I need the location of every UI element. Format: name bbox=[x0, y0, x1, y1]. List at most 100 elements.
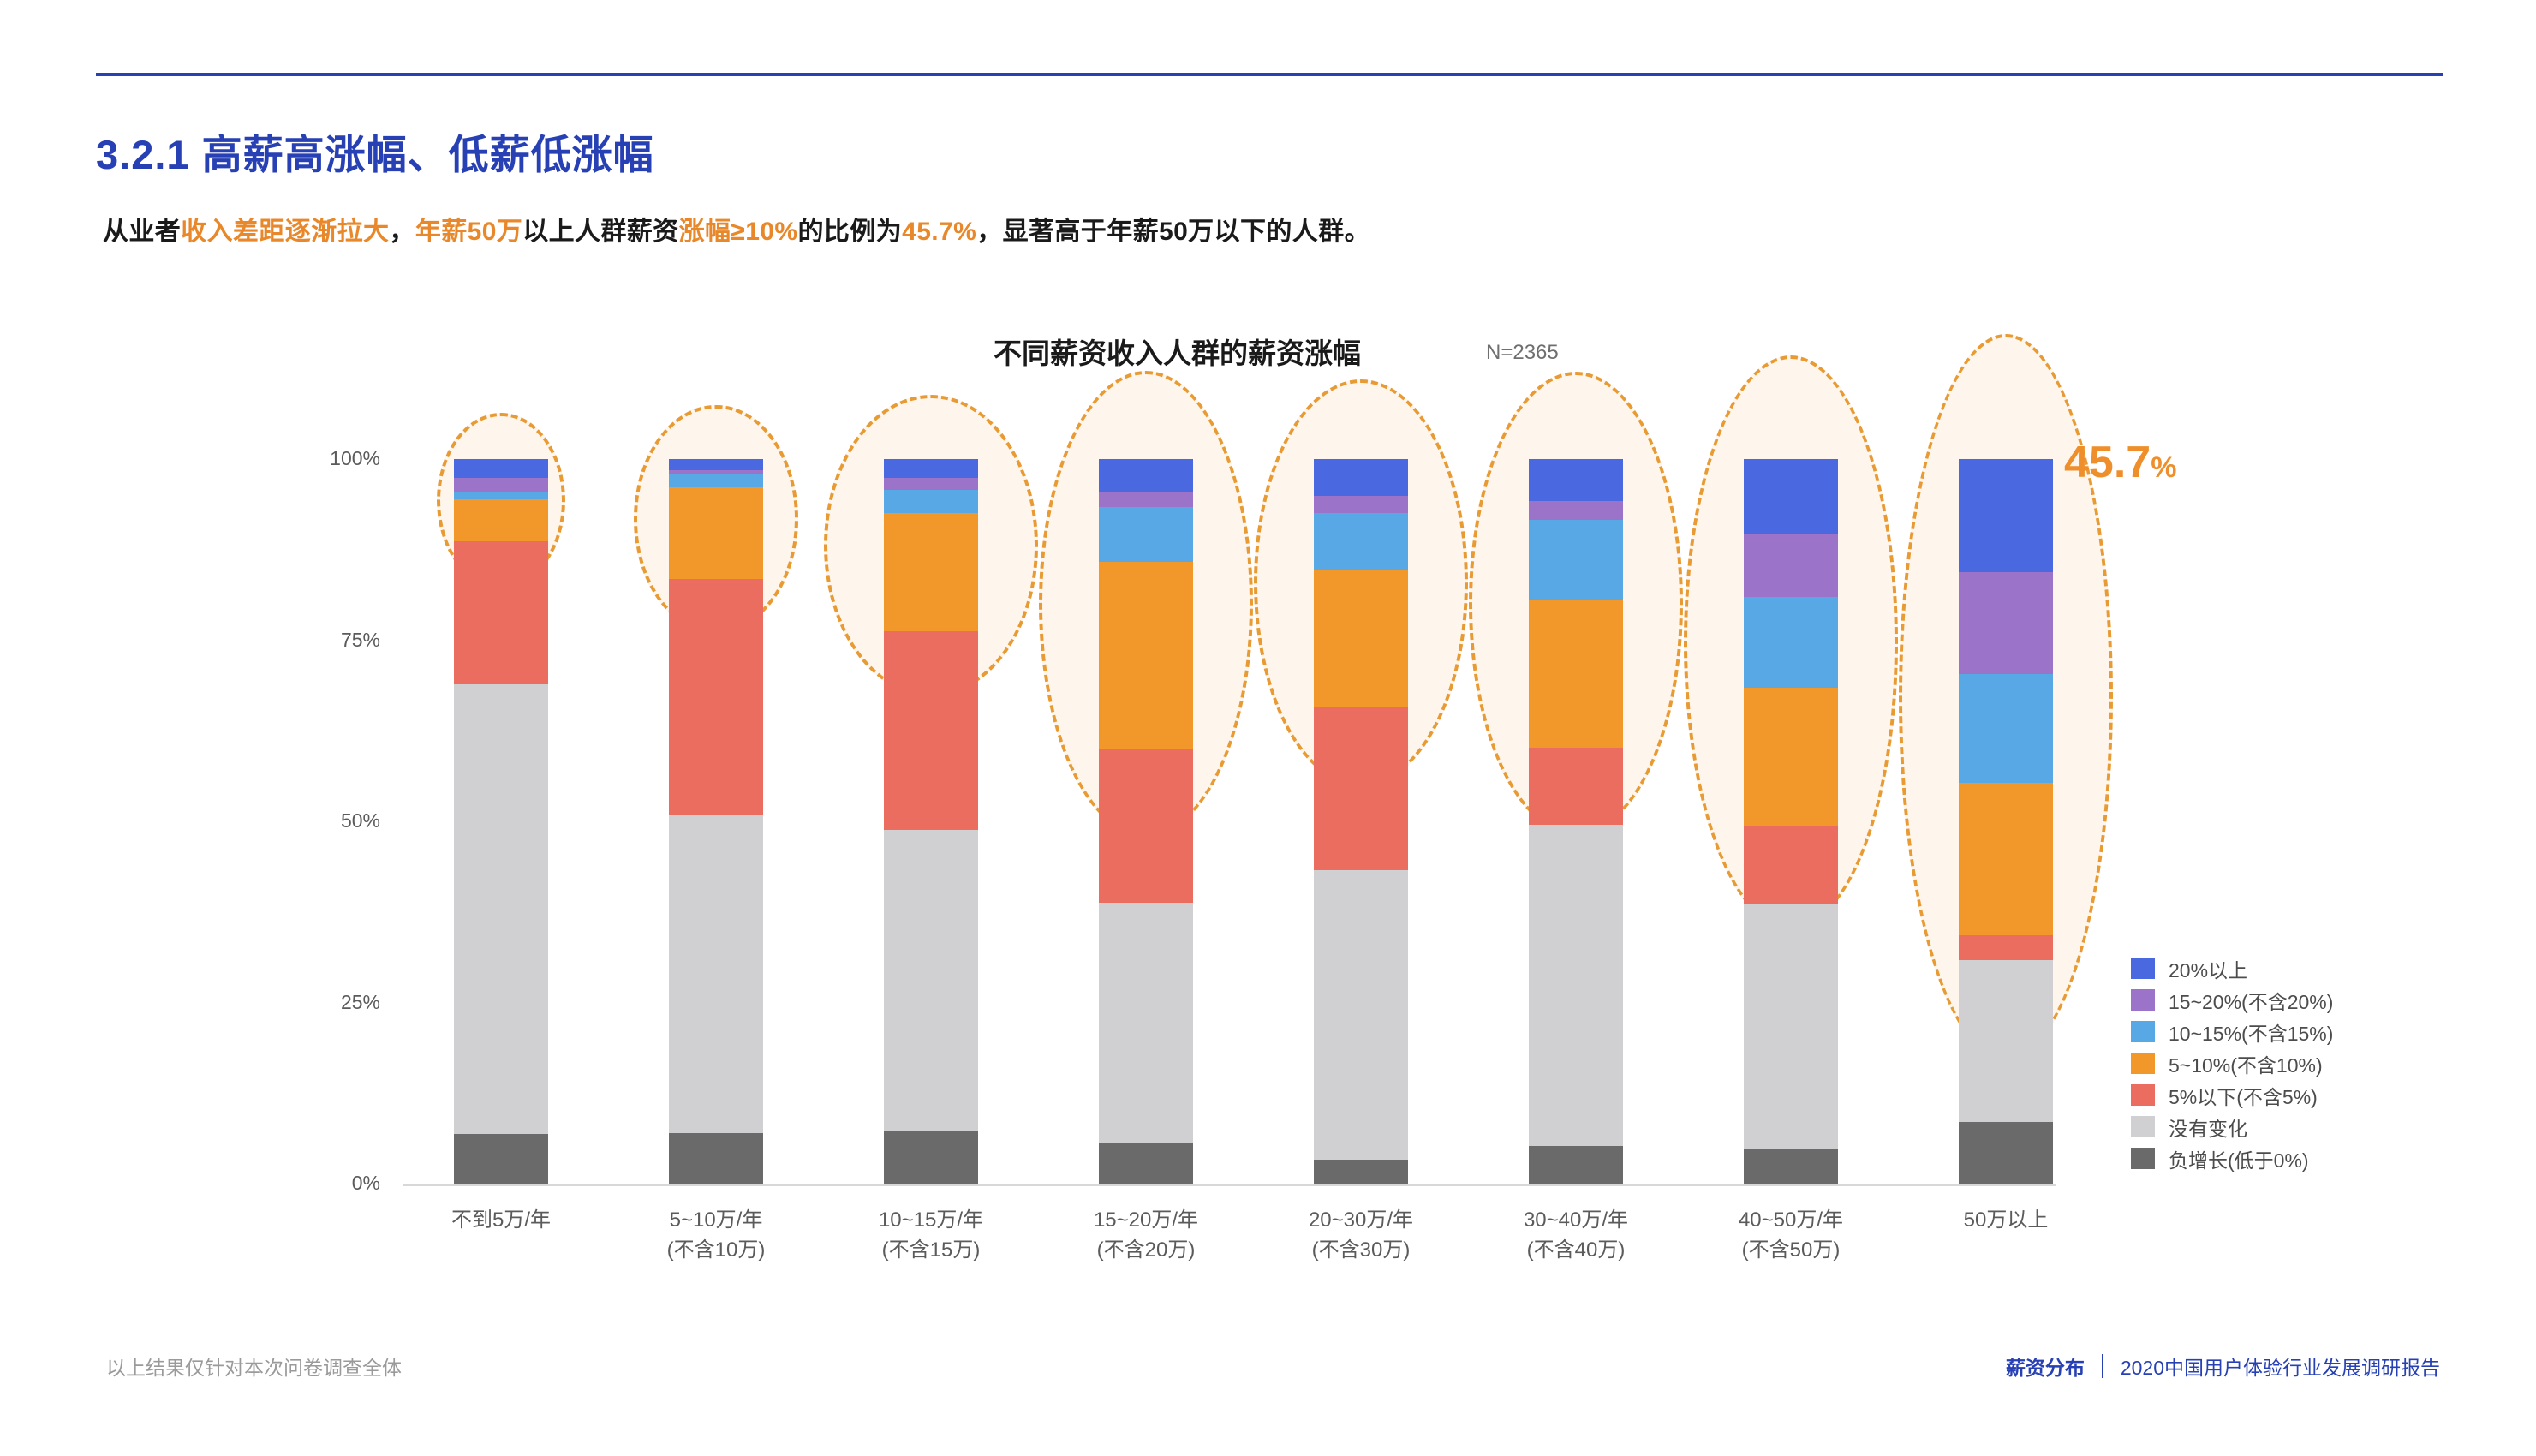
bar-segment bbox=[669, 469, 763, 474]
bar-segment bbox=[454, 499, 548, 542]
x-tick-label-line: 50万以上 bbox=[1963, 1208, 2049, 1232]
legend-item[interactable]: 10~15%(不含15%) bbox=[2131, 1016, 2333, 1047]
legend-item[interactable]: 5~10%(不含10%) bbox=[2131, 1047, 2333, 1079]
x-tick-label-line: (不含10万) bbox=[666, 1238, 766, 1262]
legend-item[interactable]: 负增长(低于0%) bbox=[2131, 1143, 2333, 1174]
bar-segment bbox=[1744, 534, 1838, 597]
footer-section-label: 薪资分布 bbox=[2005, 1357, 2085, 1379]
bar-segment bbox=[1529, 501, 1623, 521]
bar-segment bbox=[884, 1131, 978, 1184]
bar-segment bbox=[454, 459, 548, 478]
bar-segment bbox=[884, 489, 978, 514]
bar-segment bbox=[1099, 506, 1193, 563]
bar-segment bbox=[1529, 747, 1623, 826]
x-tick-label: 5~10万/年 (不含10万) bbox=[588, 1206, 844, 1266]
x-tick-label-line: (不含50万) bbox=[1741, 1238, 1841, 1262]
bar-segment bbox=[1744, 596, 1838, 689]
x-tick-label: 50万以上 bbox=[1877, 1206, 2134, 1236]
chart-legend: 20%以上 15~20%(不含20%) 10~15%(不含15%) 5~10%(不含1… bbox=[2131, 952, 2333, 1174]
stacked-bar bbox=[1744, 459, 1838, 1184]
x-tick-label-line: 40~50万/年 bbox=[1738, 1208, 1844, 1232]
x-tick-label: 20~30万/年 (不含30万) bbox=[1232, 1206, 1489, 1266]
bar-segment bbox=[1099, 749, 1193, 903]
bar-segment bbox=[454, 1133, 548, 1184]
legend-label: 20%以上 bbox=[2169, 958, 2248, 982]
legend-swatch-icon bbox=[2131, 1021, 2155, 1042]
bar-segment bbox=[884, 830, 978, 1131]
legend-label: 5~10%(不含10%) bbox=[2169, 1053, 2323, 1077]
bar-segment bbox=[1314, 569, 1408, 707]
y-tick-label: 0% bbox=[351, 1172, 380, 1194]
bar-segment bbox=[1314, 1160, 1408, 1184]
x-tick-label-line: 不到5万/年 bbox=[451, 1208, 551, 1232]
footer-divider bbox=[2101, 1354, 2103, 1378]
stacked-bar bbox=[454, 459, 548, 1184]
legend-swatch-icon bbox=[2131, 1084, 2155, 1106]
stacked-bar bbox=[1529, 459, 1623, 1184]
bar-segment bbox=[1314, 707, 1408, 870]
bar-segment bbox=[1959, 459, 2053, 572]
bar-segment bbox=[1529, 520, 1623, 600]
bar-segment bbox=[669, 578, 763, 816]
bar-segment bbox=[884, 477, 978, 490]
legend-label: 5%以下(不含5%) bbox=[2169, 1085, 2318, 1108]
stacked-bar bbox=[669, 459, 763, 1184]
legend-item[interactable]: 没有变化 bbox=[2131, 1111, 2333, 1143]
bar-segment bbox=[669, 1132, 763, 1184]
legend-swatch-icon bbox=[2131, 1148, 2155, 1169]
stacked-bar bbox=[1959, 459, 2053, 1184]
legend-label: 10~15%(不含15%) bbox=[2169, 1022, 2334, 1045]
bar-segment bbox=[1314, 512, 1408, 570]
legend-item[interactable]: 5%以下(不含5%) bbox=[2131, 1079, 2333, 1111]
legend-item[interactable]: 20%以上 bbox=[2131, 952, 2333, 984]
stacked-bar bbox=[1099, 459, 1193, 1184]
bar-segment bbox=[1314, 459, 1408, 497]
stacked-bar bbox=[884, 459, 978, 1184]
page-title: 3.2.1 高薪高涨幅、低薪低涨幅 bbox=[96, 132, 654, 177]
bar-segment bbox=[884, 459, 978, 478]
legend-label: 负增长(低于0%) bbox=[2169, 1149, 2309, 1172]
bar-segment bbox=[1099, 492, 1193, 507]
legend-swatch-icon bbox=[2131, 958, 2155, 979]
y-tick-label: 50% bbox=[340, 809, 380, 832]
bar-segment bbox=[1099, 1143, 1193, 1184]
x-tick-label: 30~40万/年 (不含40万) bbox=[1447, 1206, 1704, 1266]
subtitle-fragment-1: 收入差距逐渐拉大 bbox=[181, 218, 390, 246]
x-tick-label-line: (不含20万) bbox=[1096, 1238, 1196, 1262]
header-rule bbox=[96, 73, 2443, 76]
bar-segment bbox=[1099, 562, 1193, 749]
x-tick-label: 15~20万/年 (不含20万) bbox=[1017, 1206, 1274, 1266]
y-tick-label: 75% bbox=[340, 628, 380, 651]
subtitle-fragment-8: ，显著高于年薪50万以下的人群。 bbox=[976, 218, 1370, 246]
x-tick-label-line: (不含30万) bbox=[1311, 1238, 1411, 1262]
legend-swatch-icon bbox=[2131, 1053, 2155, 1074]
bar-segment bbox=[669, 815, 763, 1133]
bar-segment bbox=[1744, 459, 1838, 534]
stacked-bar bbox=[1314, 459, 1408, 1184]
bar-segment bbox=[1529, 825, 1623, 1146]
callout-unit: % bbox=[2151, 451, 2177, 484]
x-tick-label: 40~50万/年 (不含50万) bbox=[1662, 1206, 1919, 1266]
legend-swatch-icon bbox=[2131, 989, 2155, 1011]
x-tick-label: 10~15万/年 (不含15万) bbox=[803, 1206, 1059, 1266]
bar-segment bbox=[454, 684, 548, 1134]
callout-value: 45.7 bbox=[2064, 438, 2151, 487]
subtitle-fragment-3: 年薪50万 bbox=[415, 218, 523, 246]
bar-segment bbox=[1529, 600, 1623, 748]
bar-segment bbox=[884, 631, 978, 831]
bar-segment bbox=[1959, 934, 2053, 960]
footer-meta: 薪资分布 2020中国用户体验行业发展调研报告 bbox=[2006, 1352, 2440, 1381]
bar-segment bbox=[1314, 869, 1408, 1161]
subtitle-fragment-4: 以上人群薪资 bbox=[522, 218, 679, 246]
x-axis-line bbox=[403, 1184, 2056, 1186]
subtitle-fragment-5: 涨幅≥10% bbox=[678, 218, 798, 246]
bar-segment bbox=[1529, 459, 1623, 502]
bar-segment bbox=[1529, 1146, 1623, 1184]
callout-45-7-percent: 45.7% bbox=[2064, 437, 2176, 488]
x-tick-label-line: (不含15万) bbox=[881, 1238, 981, 1262]
legend-item[interactable]: 15~20%(不含20%) bbox=[2131, 984, 2333, 1016]
subtitle-fragment-7: 45.7% bbox=[902, 218, 977, 246]
bar-segment bbox=[1744, 688, 1838, 826]
x-tick-label-line: 30~40万/年 bbox=[1523, 1208, 1629, 1232]
legend-swatch-icon bbox=[2131, 1116, 2155, 1137]
